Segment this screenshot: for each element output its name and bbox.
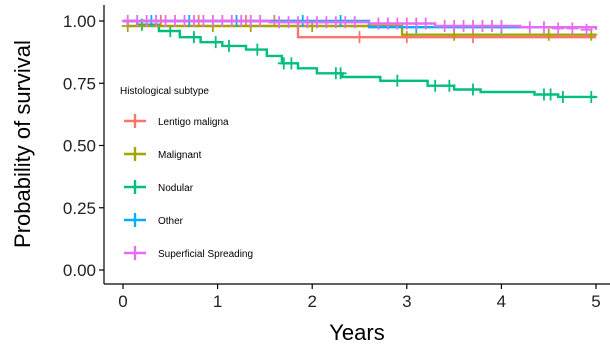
censor-mark [467,83,480,96]
censor-mark [187,31,200,44]
legend-label: Other [158,216,184,227]
censor-mark [523,21,536,34]
y-tick-label: 1.00 [63,12,96,31]
axes-layer [103,5,610,285]
censor-mark [251,43,264,56]
legend-item-nodular: Nodular [124,180,194,194]
x-tick-label: 4 [497,292,506,311]
censor-mark [542,28,555,41]
y-axis-title: Probability of survival [10,40,35,248]
y-tick-label: 0.25 [63,199,96,218]
censor-mark [429,79,442,92]
x-tick-label: 1 [213,292,222,311]
ticks-layer: 0 1 2 3 4 5 0.00 0.25 0.50 0.75 1.00 [63,12,601,311]
legend-item-superficial-spreading: Superficial Spreading [124,246,253,260]
series-nodular [123,18,598,103]
censor-mark [254,15,267,27]
censor-mark [467,31,480,44]
censor-mark [585,90,598,103]
censor-mark [556,90,569,103]
legend: Histological subtype Lentigo maligna Mali… [120,86,253,260]
x-axis-title: Years [329,320,384,345]
legend-label: Lentigo maligna [158,117,229,128]
censor-mark [209,36,222,49]
censor-mark [443,79,456,92]
censor-mark [222,39,235,52]
legend-label: Malignant [158,150,202,161]
legend-item-other: Other [124,213,184,227]
legend-title: Histological subtype [120,86,209,97]
x-tick-label: 2 [307,292,316,311]
censor-mark [566,22,579,35]
survival-curve-nodular [123,19,596,99]
x-tick-label: 0 [118,292,127,311]
censor-mark [544,88,557,101]
censor-mark [552,22,565,35]
censor-mark [580,23,593,36]
x-tick-label: 5 [591,292,600,311]
censor-mark [419,17,432,30]
censor-mark [537,21,550,34]
legend-item-lentigo-maligna: Lentigo maligna [124,114,229,128]
y-tick-label: 0.00 [63,261,96,280]
legend-label: Superficial Spreading [158,249,253,260]
censor-mark [391,74,404,87]
y-tick-label: 0.75 [63,74,96,93]
legend-item-malignant: Malignant [124,147,202,161]
y-tick-label: 0.50 [63,137,96,156]
series-superficial-spreading [121,15,598,36]
curves-layer [121,15,598,103]
censor-mark [353,31,366,44]
censor-mark [400,31,413,44]
x-tick-label: 3 [402,292,411,311]
legend-label: Nodular [158,183,194,194]
censor-mark [285,57,298,70]
censor-mark [495,19,508,32]
censor-mark [348,16,361,29]
censor-mark [334,67,347,80]
